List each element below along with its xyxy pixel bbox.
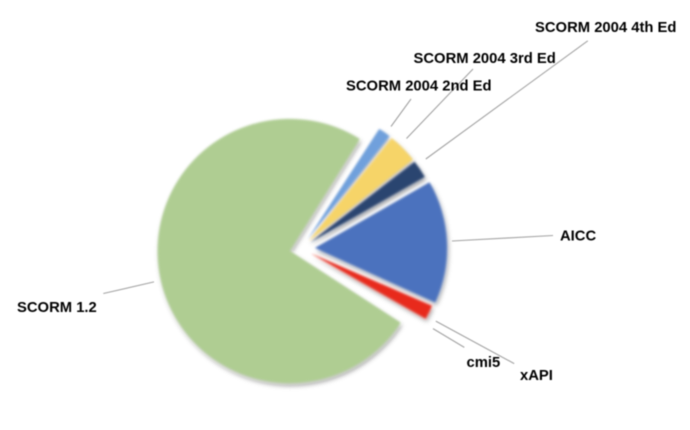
svg-text:SCORM 2004 2nd Ed: SCORM 2004 2nd Ed — [346, 78, 492, 94]
svg-text:SCORM 1.2: SCORM 1.2 — [17, 300, 97, 316]
svg-text:SCORM 2004 3rd Ed: SCORM 2004 3rd Ed — [414, 51, 556, 67]
svg-text:AICC: AICC — [560, 229, 596, 245]
svg-text:SCORM 2004 4th Ed: SCORM 2004 4th Ed — [535, 20, 676, 36]
svg-text:cmi5: cmi5 — [467, 355, 501, 371]
svg-text:xAPI: xAPI — [520, 368, 553, 384]
